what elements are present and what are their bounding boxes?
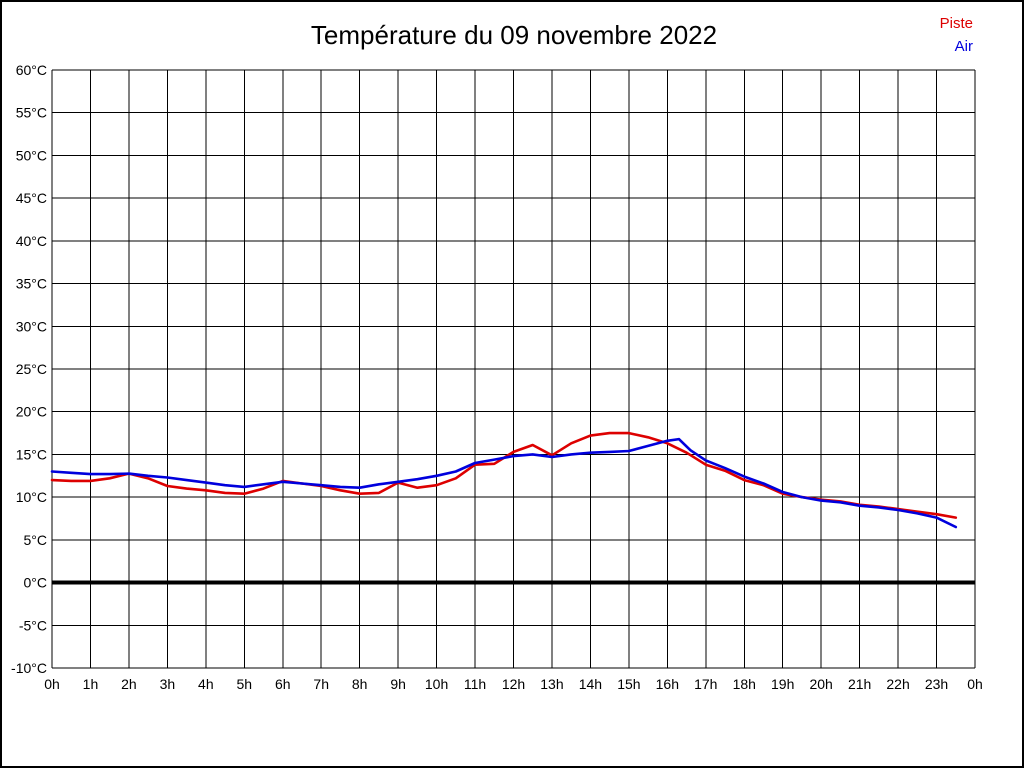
x-tick-label: 7h [313, 676, 329, 692]
y-tick-label: 15°C [16, 446, 47, 462]
legend-item-air: Air [940, 35, 973, 58]
y-tick-label: -5°C [19, 617, 47, 633]
y-tick-label: 30°C [16, 318, 47, 334]
x-tick-label: 8h [352, 676, 368, 692]
y-tick-label: -10°C [11, 660, 47, 676]
x-tick-label: 17h [694, 676, 717, 692]
x-tick-label: 2h [121, 676, 137, 692]
x-tick-label: 1h [83, 676, 99, 692]
y-tick-label: 60°C [16, 62, 47, 78]
x-tick-label: 22h [886, 676, 909, 692]
x-tick-label: 10h [425, 676, 448, 692]
x-tick-label: 19h [771, 676, 794, 692]
x-tick-label: 6h [275, 676, 291, 692]
y-tick-label: 35°C [16, 276, 47, 292]
legend-label-piste: Piste [939, 15, 973, 32]
y-tick-label: 0°C [24, 575, 48, 591]
legend-item-piste: Piste [940, 12, 973, 35]
x-tick-label: 16h [656, 676, 679, 692]
y-tick-label: 40°C [16, 233, 47, 249]
legend: Piste Air [940, 12, 973, 58]
x-tick-label: 5h [237, 676, 253, 692]
x-tick-label: 12h [502, 676, 525, 692]
chart-title: Température du 09 novembre 2022 [310, 20, 718, 50]
legend-label-air: Air [954, 38, 973, 55]
y-tick-label: 10°C [16, 489, 47, 505]
y-tick-label: 20°C [16, 404, 47, 420]
x-tick-label: 0h [44, 676, 60, 692]
series-line-piste [50, 431, 958, 519]
x-tick-label: 9h [390, 676, 406, 692]
x-tick-label: 3h [160, 676, 176, 692]
x-tick-label: 4h [198, 676, 214, 692]
y-tick-label: 55°C [16, 105, 47, 121]
x-tick-label: 20h [809, 676, 832, 692]
x-tick-label: 14h [579, 676, 602, 692]
y-tick-label: 25°C [16, 361, 47, 377]
x-tick-label: 15h [617, 676, 640, 692]
x-tick-label: 13h [540, 676, 563, 692]
x-tick-label: 0h [967, 676, 983, 692]
y-tick-label: 5°C [24, 532, 48, 548]
y-tick-label: 45°C [16, 190, 47, 206]
x-tick-label: 23h [925, 676, 948, 692]
x-tick-label: 11h [464, 676, 486, 692]
x-tick-label: 18h [733, 676, 756, 692]
x-tick-label: 21h [848, 676, 871, 692]
y-tick-label: 50°C [16, 147, 47, 163]
series-line-air [50, 437, 958, 529]
